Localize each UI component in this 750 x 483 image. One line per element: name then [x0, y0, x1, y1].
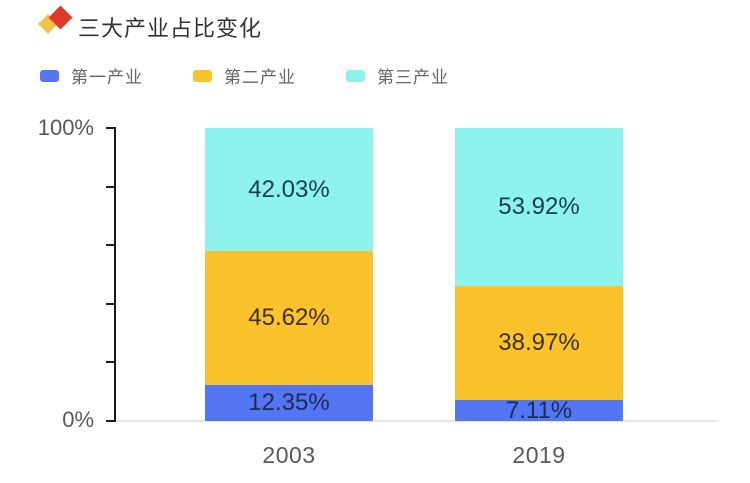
- bar-segment-第一产业[interactable]: 12.35%: [205, 384, 373, 421]
- segment-value-label: 12.35%: [248, 388, 330, 416]
- legend-item-secondary-industry[interactable]: 第二产业: [193, 63, 296, 88]
- y-axis-tick: [106, 244, 116, 246]
- y-axis-label-100: 100%: [37, 115, 94, 140]
- segment-value-label: 7.11%: [505, 396, 573, 424]
- legend: 第一产业 第二产业 第三产业: [40, 63, 449, 88]
- y-axis-tick: [106, 361, 116, 363]
- plot-area: 12.35% 45.62% 42.03% 7.11% 38.97% 53.92% 200…: [106, 127, 718, 468]
- segment-value-label: 38.97%: [498, 329, 580, 357]
- legend-label-secondary: 第二产业: [224, 68, 296, 87]
- chart-title: 三大产业占比变化: [78, 16, 263, 41]
- legend-label-primary: 第一产业: [71, 68, 143, 87]
- y-axis-tick: [106, 127, 116, 129]
- segment-value-label: 42.03%: [248, 175, 330, 203]
- legend-item-tertiary-industry[interactable]: 第三产业: [346, 63, 449, 88]
- y-axis-line: [114, 127, 116, 422]
- y-axis-tick: [106, 420, 116, 422]
- legend-swatch-secondary: [193, 69, 212, 82]
- bar-segment-第一产业[interactable]: 7.11%: [455, 396, 623, 424]
- segment-value-label: 45.62%: [248, 304, 330, 331]
- legend-item-primary-industry[interactable]: 第一产业: [40, 63, 143, 88]
- bar-segment-第二产业[interactable]: 45.62%: [205, 251, 373, 385]
- bar-2003[interactable]: 12.35% 45.62% 42.03%: [205, 128, 373, 421]
- title-diamonds-icon: [38, 5, 78, 41]
- x-label-2003: 2003: [262, 442, 316, 468]
- bar-segment-第三产业[interactable]: 53.92%: [455, 128, 623, 286]
- bar-2019[interactable]: 7.11% 38.97% 53.92%: [455, 128, 623, 424]
- y-axis-label-0: 0%: [62, 407, 94, 432]
- segment-value-label: 53.92%: [498, 193, 580, 220]
- y-axis-tick: [106, 303, 116, 305]
- legend-swatch-tertiary: [346, 69, 365, 82]
- y-axis-tick: [106, 186, 116, 188]
- legend-swatch-primary: [40, 69, 59, 82]
- x-axis-line: [116, 420, 717, 422]
- x-label-2019: 2019: [512, 442, 566, 468]
- bar-segment-第二产业[interactable]: 38.97%: [455, 286, 623, 401]
- bar-segment-第三产业[interactable]: 42.03%: [205, 128, 373, 252]
- legend-label-tertiary: 第三产业: [377, 68, 449, 87]
